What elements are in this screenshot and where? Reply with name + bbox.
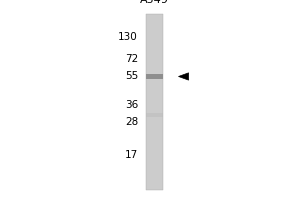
- Text: 36: 36: [125, 100, 138, 110]
- Text: 17: 17: [125, 150, 138, 160]
- Text: 72: 72: [125, 54, 138, 64]
- Bar: [146, 74, 163, 79]
- Text: 130: 130: [118, 32, 138, 42]
- Bar: [146, 113, 163, 117]
- Text: A549: A549: [140, 0, 169, 5]
- Bar: [146, 14, 163, 190]
- Polygon shape: [178, 73, 189, 80]
- Text: 55: 55: [125, 71, 138, 81]
- Text: 28: 28: [125, 117, 138, 127]
